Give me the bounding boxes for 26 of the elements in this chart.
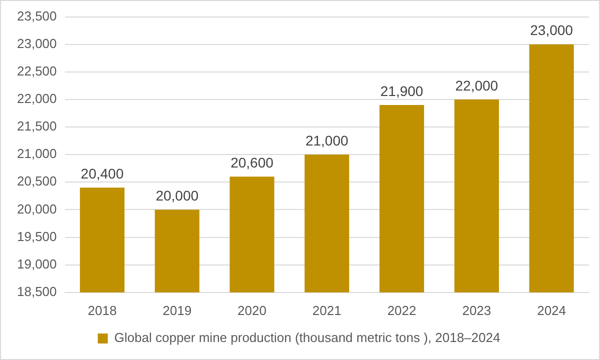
data-label: 20,000 xyxy=(156,188,199,204)
data-label: 21,900 xyxy=(380,82,424,99)
y-tick-label: 22,500 xyxy=(16,64,57,78)
x-tick-label: 2018 xyxy=(88,302,117,318)
legend-label: Global copper mine production (thousand metric tons ), 2018–2024 xyxy=(114,330,500,346)
data-label: 23,000 xyxy=(530,22,574,38)
y-tick-label: 18,500 xyxy=(16,284,57,299)
x-tick-label: 2021 xyxy=(312,302,342,318)
y-tick-label: 20,000 xyxy=(16,201,57,216)
x-tick-label: 2022 xyxy=(387,302,416,318)
x-tick-label: 2023 xyxy=(462,302,492,318)
y-tick-label: 23,000 xyxy=(16,36,57,51)
data-label: 21,000 xyxy=(305,132,348,148)
y-tick-label: 19,000 xyxy=(16,256,57,272)
y-tick-label: 21,000 xyxy=(16,146,57,162)
x-tick-label: 2020 xyxy=(238,302,266,318)
data-label: 22,000 xyxy=(455,77,498,94)
x-tick-label: 2024 xyxy=(537,302,566,318)
y-tick-label: 23,500 xyxy=(16,8,57,24)
y-tick-label: 22,000 xyxy=(16,91,57,106)
y-tick-label: 19,500 xyxy=(16,228,57,244)
data-label: 20,600 xyxy=(230,154,274,171)
y-tick-label: 21,500 xyxy=(16,118,57,134)
y-tick-label: 20,500 xyxy=(16,174,57,189)
data-label: 20,400 xyxy=(80,166,124,182)
x-tick-label: 2019 xyxy=(162,302,192,318)
